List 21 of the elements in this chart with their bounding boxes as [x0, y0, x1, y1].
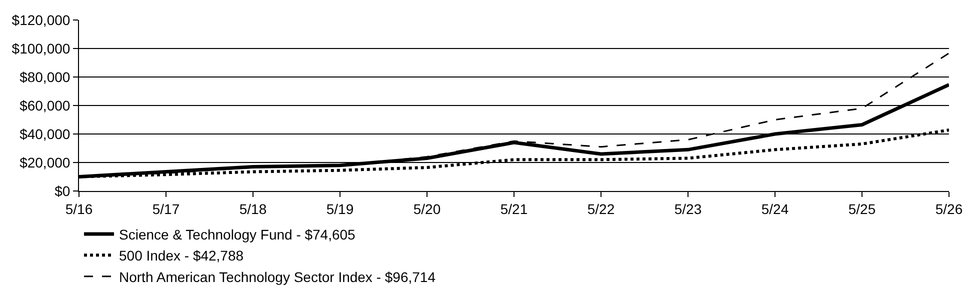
x-tick-label: 5/19	[326, 200, 354, 217]
x-tick-label: 5/17	[152, 200, 180, 217]
y-tick-label: $40,000	[20, 126, 70, 142]
x-tick-label: 5/22	[587, 200, 615, 217]
x-tick-label: 5/20	[413, 200, 441, 217]
y-tick-label: $20,000	[20, 154, 70, 170]
x-tick-label: 5/24	[761, 200, 789, 217]
y-tick-label: $80,000	[20, 68, 70, 85]
y-tick-label: $0	[54, 182, 70, 199]
x-tick-label: 5/26	[935, 200, 963, 217]
y-tick-label: $120,000	[12, 12, 70, 28]
x-tick-label: 5/21	[500, 200, 528, 217]
x-tick-label: 5/16	[65, 200, 93, 217]
x-tick-label: 5/23	[674, 200, 702, 217]
x-tick-label: 5/18	[239, 200, 267, 217]
legend-label: North American Technology Sector Index - $96,714	[119, 268, 436, 285]
y-tick-label: $60,000	[20, 97, 70, 114]
y-tick-label: $100,000	[12, 40, 70, 56]
legend-label: 500 Index - $42,788	[119, 248, 244, 264]
legend-label: Science & Technology Fund - $74,605	[119, 226, 356, 242]
x-tick-label: 5/25	[848, 200, 876, 217]
